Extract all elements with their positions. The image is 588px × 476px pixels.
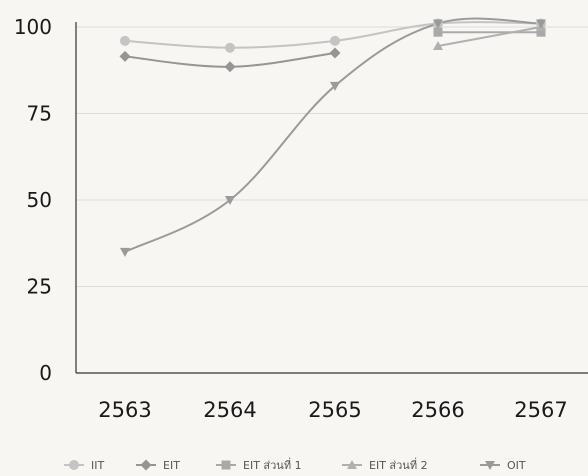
- y-tick-label: 50: [27, 188, 52, 212]
- x-tick-label: 2566: [411, 398, 464, 422]
- legend-label: OIT: [507, 459, 526, 472]
- data-point-2-3: [433, 27, 443, 37]
- data-point-4-1: [225, 196, 235, 205]
- legend-marker-4: [485, 461, 495, 470]
- legend-marker-3: [347, 460, 357, 469]
- data-point-1-1: [224, 61, 236, 73]
- data-point-4-2: [330, 81, 340, 91]
- data-point-0-1: [225, 42, 235, 53]
- legend-label: EIT ส่วนที่ 1: [243, 457, 302, 472]
- data-point-2-4: [536, 27, 546, 37]
- data-point-4-3: [433, 19, 443, 29]
- x-tick-label: 2564: [203, 398, 256, 422]
- data-point-1-2: [329, 47, 341, 59]
- legend-marker-1: [140, 459, 152, 471]
- legend-marker-2: [221, 460, 231, 470]
- series-line-eit-2-3: [437, 26, 542, 48]
- data-point-0-2: [330, 35, 340, 46]
- x-tick-label: 2563: [98, 398, 151, 422]
- legend-label: EIT: [163, 459, 180, 472]
- y-tick-label: 100: [14, 15, 52, 39]
- data-point-0-0: [120, 35, 130, 46]
- legend-label: EIT ส่วนที่ 2: [369, 457, 428, 472]
- y-tick-label: 25: [27, 275, 52, 299]
- legend-marker-0: [69, 460, 79, 470]
- x-tick-label: 2565: [308, 398, 361, 422]
- y-tick-label: 0: [39, 361, 52, 385]
- data-point-4-0: [120, 247, 130, 257]
- legend-label: IIT: [91, 459, 104, 472]
- data-point-1-0: [119, 50, 131, 62]
- y-tick-label: 75: [27, 102, 52, 126]
- data-point-4-4: [536, 19, 546, 29]
- data-point-3-3: [433, 41, 443, 51]
- x-tick-label: 2567: [514, 398, 567, 422]
